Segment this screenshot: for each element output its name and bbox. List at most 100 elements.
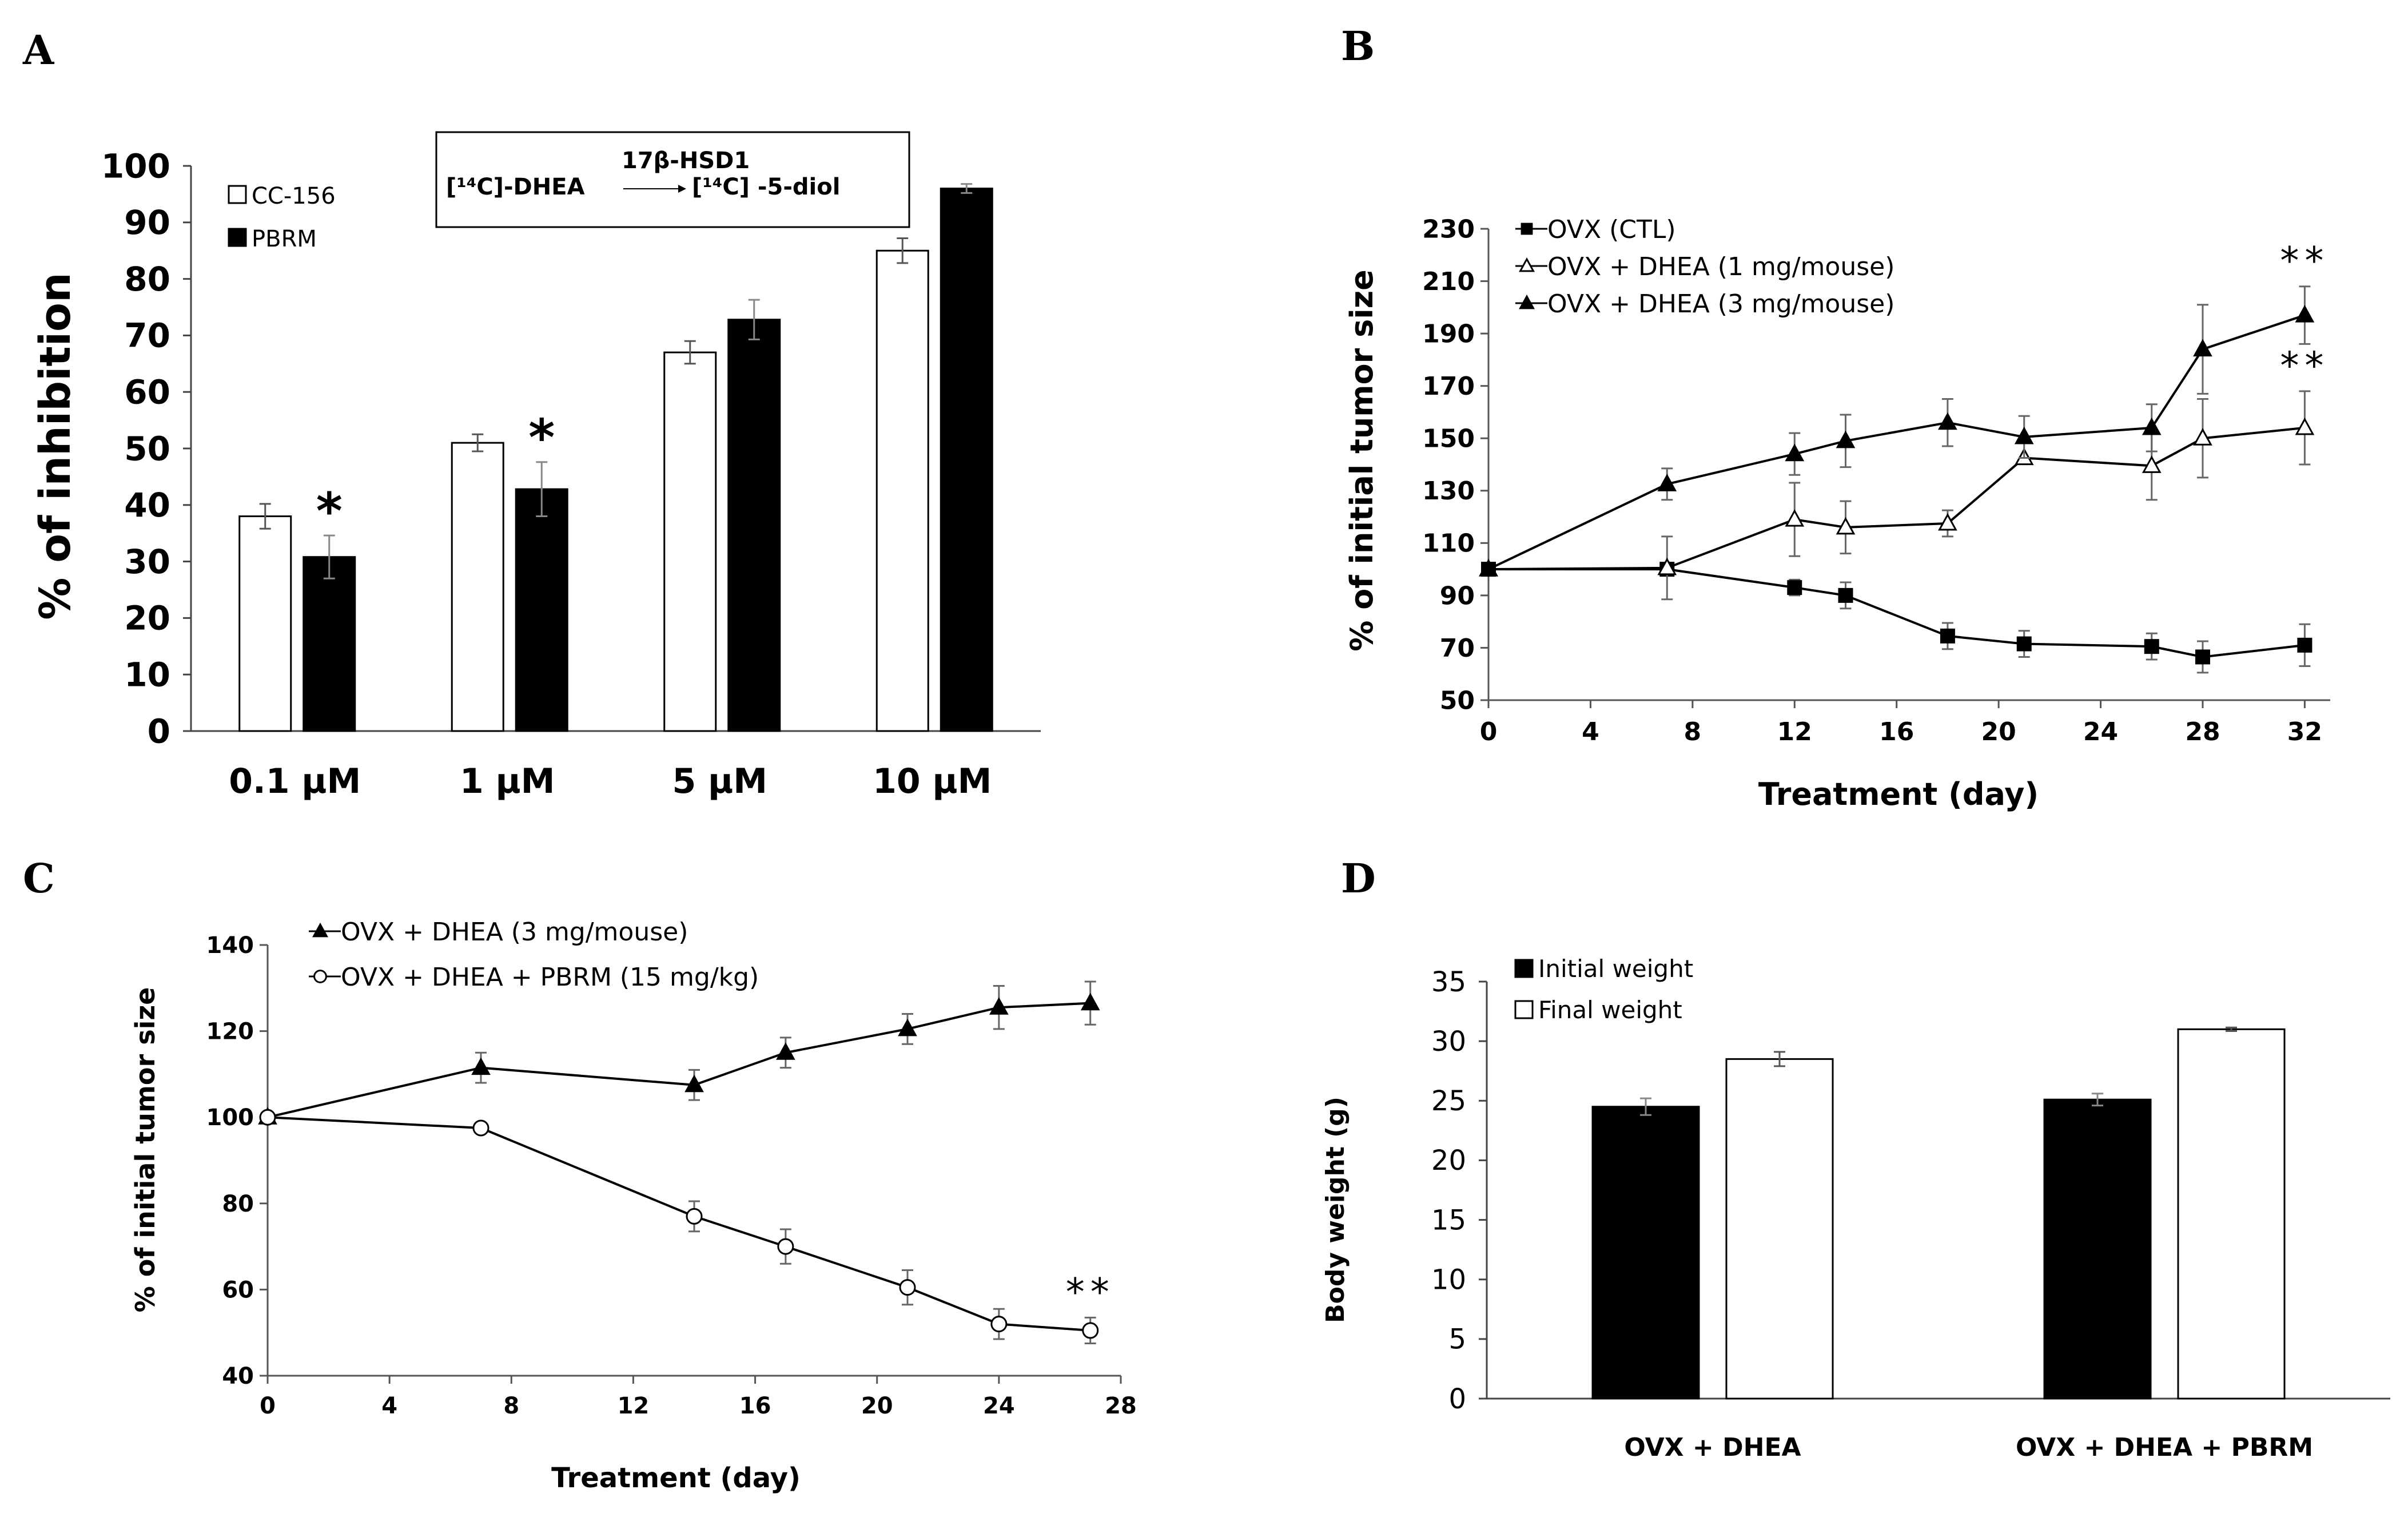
panel-a-letter: A bbox=[22, 26, 55, 74]
series-line-ovx-ctl bbox=[1488, 568, 2305, 658]
data-point-ovx-dhea-1-mg-mouse bbox=[1785, 509, 1805, 527]
panel-a-ylabel: % of inhibition bbox=[31, 272, 80, 620]
panel-c-legend: OVX + DHEA (3 mg/mouse) OVX + DHEA + PBRM… bbox=[309, 918, 759, 992]
data-point-ovx-dhea-pbrm-15-mg-kg bbox=[777, 1238, 794, 1255]
data-point-ovx-dhea-3-mg-mouse bbox=[684, 1074, 704, 1093]
x-tick-label: 28 bbox=[1105, 1393, 1137, 1419]
bar-initial-weight-ovx-dhea-pbrm bbox=[2043, 1098, 2152, 1400]
panel-a: A 0 10 20 30 40 50 60 70 80 90 100 0.1 µM 1 µM 5 µM 10… bbox=[22, 26, 1041, 801]
legend-label-initial: Initial weight bbox=[1538, 955, 1693, 983]
panel-d-ylabel: Body weight (g) bbox=[1321, 1097, 1350, 1323]
panel-c-ticks: 40 60 80 100 120 140 0 4 8 12 16 20 24 28 bbox=[206, 932, 1137, 1419]
y-tick-label: 100 bbox=[101, 146, 170, 185]
x-tick-label: 28 bbox=[2185, 717, 2220, 746]
data-point-ovx-ctl bbox=[1838, 587, 1853, 603]
significance-marker: * bbox=[528, 408, 555, 467]
data-point-ovx-dhea-3-mg-mouse bbox=[989, 997, 1009, 1015]
data-point-ovx-dhea-pbrm-15-mg-kg bbox=[899, 1279, 916, 1296]
panel-c-xlabel: Treatment (day) bbox=[551, 1462, 801, 1494]
data-point-ovx-ctl bbox=[1940, 628, 1955, 644]
data-point-ovx-dhea-3-mg-mouse bbox=[1080, 992, 1100, 1011]
y-tick-label: 25 bbox=[1431, 1085, 1466, 1117]
y-tick-label: 70 bbox=[124, 316, 170, 355]
x-tick-label: 0 bbox=[260, 1393, 276, 1419]
data-point-ovx-dhea-1-mg-mouse bbox=[2142, 455, 2162, 473]
bar-final-weight-ovx-dhea bbox=[1725, 1058, 1834, 1400]
y-tick-label: 170 bbox=[1422, 372, 1475, 401]
data-point-ovx-dhea-1-mg-mouse bbox=[1938, 513, 1957, 531]
y-tick-label: 190 bbox=[1422, 320, 1475, 349]
data-point-ovx-dhea-3-mg-mouse bbox=[898, 1018, 917, 1037]
y-tick-label: 80 bbox=[222, 1191, 254, 1217]
panel-c-axes bbox=[266, 945, 1121, 1377]
bar-final-weight-ovx-dhea-pbrm bbox=[2177, 1028, 2286, 1400]
legend-label-pbrm: PBRM bbox=[252, 226, 317, 252]
data-point-ovx-dhea-pbrm-15-mg-kg bbox=[259, 1109, 276, 1126]
y-tick-label: 80 bbox=[124, 260, 170, 299]
y-tick-label: 30 bbox=[124, 542, 170, 581]
y-tick-label: 50 bbox=[1440, 686, 1475, 715]
bar-initial-weight-ovx-dhea bbox=[1591, 1106, 1700, 1400]
bar-cc-156-5-m bbox=[663, 351, 717, 732]
legend-marker-ovx-dhea-pbrm-15-mg-kg bbox=[313, 970, 327, 983]
x-tick-label: 0 bbox=[1480, 717, 1498, 746]
x-tick-label: 32 bbox=[2287, 717, 2322, 746]
x-tick-label: 12 bbox=[1777, 717, 1812, 746]
reaction-product: [¹⁴C] -5-diol bbox=[692, 174, 840, 200]
y-tick-label: 120 bbox=[206, 1019, 254, 1045]
y-tick-label: 150 bbox=[1422, 424, 1475, 454]
x-tick-label: 20 bbox=[861, 1393, 893, 1419]
panel-b-axes bbox=[1487, 229, 2330, 701]
y-tick-label: 70 bbox=[1440, 634, 1475, 663]
legend-label-ovx-dhea-1-mg-mouse: OVX + DHEA (1 mg/mouse) bbox=[1547, 252, 1894, 281]
bar-cc-156-0-1-m bbox=[238, 515, 292, 732]
significance-marker: ** bbox=[2280, 239, 2329, 283]
legend-label-ovx-dhea-pbrm-15-mg-kg: OVX + DHEA + PBRM (15 mg/kg) bbox=[341, 963, 759, 992]
legend-swatch-cc156 bbox=[228, 185, 247, 204]
y-tick-label: 210 bbox=[1422, 267, 1475, 296]
significance-marker: * bbox=[316, 482, 343, 541]
data-point-ovx-dhea-1-mg-mouse bbox=[2295, 417, 2315, 435]
legend-label-ovx-dhea-3-mg-mouse: OVX + DHEA (3 mg/mouse) bbox=[341, 918, 688, 947]
data-point-ovx-dhea-3-mg-mouse bbox=[776, 1042, 795, 1060]
x-tick-label: 4 bbox=[381, 1393, 397, 1419]
series-line-ovx-dhea-3-mg-mouse bbox=[1488, 314, 2306, 570]
x-tick-label: 16 bbox=[1879, 717, 1914, 746]
x-tick-label: 4 bbox=[1582, 717, 1599, 746]
data-point-ovx-dhea-pbrm-15-mg-kg bbox=[990, 1316, 1008, 1333]
x-category-label: 0.1 µM bbox=[229, 761, 361, 801]
x-tick-label: 8 bbox=[503, 1393, 519, 1419]
x-tick-label: 12 bbox=[618, 1393, 650, 1419]
bar-pbrm-10-m bbox=[940, 188, 993, 732]
series-line-ovx-dhea-3-mg-mouse bbox=[267, 1002, 1090, 1119]
data-point-ovx-dhea-3-mg-mouse bbox=[1785, 443, 1805, 462]
bar-pbrm-0-1-m bbox=[303, 556, 356, 732]
y-tick-label: 10 bbox=[124, 656, 170, 694]
data-point-ovx-dhea-3-mg-mouse bbox=[2142, 417, 2162, 435]
y-tick-label: 30 bbox=[1431, 1026, 1466, 1058]
panel-b-ticks: 50 70 90 110 130 150 170 190 210 230 0 4 8 12 16 20 24 28… bbox=[1422, 215, 2322, 746]
legend-label-cc156: CC-156 bbox=[252, 183, 336, 209]
panel-c-ylabel: % of initial tumor size bbox=[130, 987, 161, 1313]
x-tick-label: 16 bbox=[739, 1393, 771, 1419]
y-tick-label: 230 bbox=[1422, 215, 1475, 244]
data-point-ovx-dhea-3-mg-mouse bbox=[2014, 426, 2034, 444]
data-point-ovx-dhea-3-mg-mouse bbox=[1836, 430, 1856, 448]
legend-marker-ovx-dhea-3-mg-mouse bbox=[312, 922, 328, 938]
bar-cc-156-1-m bbox=[451, 442, 504, 732]
y-tick-label: 0 bbox=[1448, 1383, 1466, 1415]
series-ovx-dhea-3-mg-mouse: ** bbox=[1479, 239, 2329, 577]
data-point-ovx-dhea-3-mg-mouse bbox=[471, 1057, 491, 1075]
x-category-label: 5 µM bbox=[672, 761, 768, 801]
panel-a-ticks: 0 10 20 30 40 50 60 70 80 90 100 0.1 µM 1 µM 5 µM 10 µ… bbox=[101, 146, 992, 801]
x-category-label: 10 µM bbox=[873, 761, 992, 801]
data-point-ovx-dhea-pbrm-15-mg-kg bbox=[472, 1119, 489, 1137]
series-line-ovx-dhea-1-mg-mouse bbox=[1488, 426, 2305, 571]
data-point-ovx-dhea-3-mg-mouse bbox=[1938, 412, 1957, 430]
y-tick-label: 50 bbox=[124, 429, 170, 468]
panel-b-letter: B bbox=[1341, 22, 1375, 70]
legend-marker-ovx-dhea-3-mg-mouse bbox=[1519, 294, 1535, 309]
data-point-ovx-dhea-pbrm-15-mg-kg bbox=[686, 1208, 703, 1225]
reaction-substrate: [¹⁴C]-DHEA bbox=[446, 174, 585, 200]
